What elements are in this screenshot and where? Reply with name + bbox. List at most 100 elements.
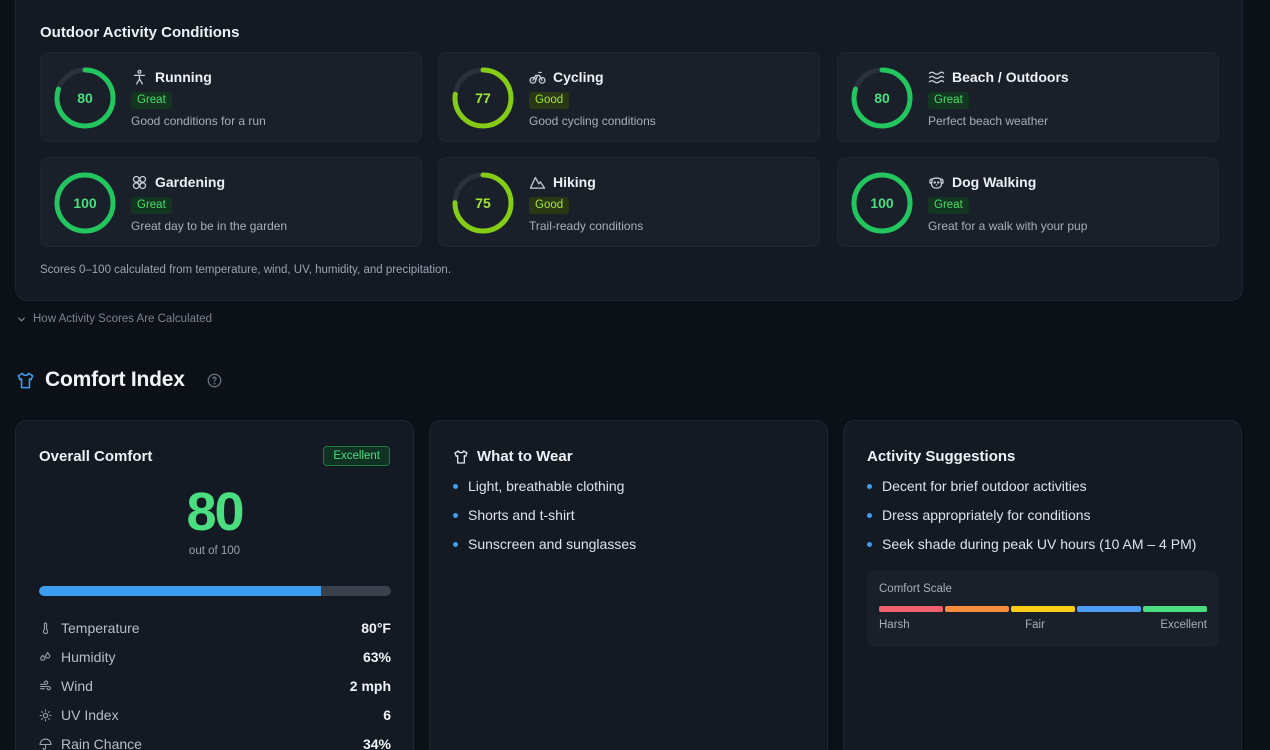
what-to-wear-title: What to Wear (453, 448, 573, 465)
activity-name: Gardening (155, 174, 226, 190)
list-item: Light, breathable clothing (453, 476, 636, 496)
metric-value: 6 (383, 707, 391, 723)
comfort-scale-ticks: Harsh Fair Excellent (879, 619, 1207, 631)
activity-suggestions-title: Activity Suggestions (867, 448, 1016, 465)
activity-desc: Perfect beach weather (928, 114, 1049, 128)
list-item: Decent for brief outdoor activities (867, 476, 1196, 496)
metric-temperature: Temperature 80°F (39, 618, 391, 638)
activity-name: Hiking (553, 174, 596, 190)
score-ring-fill (54, 67, 116, 129)
list-item-text: Light, breathable clothing (468, 478, 625, 494)
sun-icon (39, 709, 52, 721)
comfort-scale-label: Comfort Scale (879, 583, 952, 595)
chevron-down-icon (18, 317, 25, 322)
bullet-dot (453, 483, 458, 489)
umbrella-icon (39, 738, 52, 750)
comfort-scale: Comfort Scale Harsh Fair Excellent (867, 571, 1219, 647)
metric-label: Humidity (61, 649, 116, 665)
activity-footnote: Scores 0–100 calculated from temperature… (40, 264, 452, 276)
bullet-dot (453, 512, 458, 518)
metric-value: 80°F (361, 620, 391, 636)
shirt-icon (454, 449, 468, 464)
activity-desc: Good conditions for a run (131, 114, 266, 128)
list-item-text: Shorts and t-shirt (468, 507, 575, 523)
score-ring (54, 67, 116, 129)
wind-icon (40, 680, 51, 690)
activity-desc: Trail-ready conditions (529, 219, 644, 233)
list-item-text: Decent for brief outdoor activities (882, 478, 1087, 494)
metric-label: Wind (61, 678, 93, 694)
what-to-wear-label: What to Wear (477, 448, 573, 465)
shirt-icon (17, 372, 34, 388)
activity-score: 100 (73, 195, 97, 211)
score-ring (452, 172, 514, 234)
droplets-icon (40, 651, 51, 661)
metric-humidity: Humidity 63% (39, 647, 391, 667)
comfort-title: Comfort Index (45, 368, 185, 391)
comfort-scale-bar (879, 606, 1207, 612)
activity-badge: Good (529, 197, 570, 214)
comfort-progress-fill (39, 586, 321, 596)
list-item: Seek shade during peak UV hours (10 AM –… (867, 534, 1196, 554)
metric-wind: Wind 2 mph (39, 676, 391, 696)
score-ring-fill (851, 67, 913, 129)
bullet-dot (867, 512, 872, 518)
metric-label: UV Index (61, 707, 119, 723)
activity-card-gardening[interactable]: 100 Gardening Great Great day to be in t… (40, 157, 422, 247)
score-ring (54, 172, 116, 234)
activity-badge: Great (131, 92, 172, 109)
activity-score: 100 (870, 195, 894, 211)
mountain-icon (529, 176, 546, 189)
activity-desc: Great for a walk with your pup (928, 219, 1088, 233)
score-ring-fill (851, 172, 913, 234)
list-item-text: Seek shade during peak UV hours (10 AM –… (882, 536, 1197, 552)
activity-card-running[interactable]: 80 Running Great Good conditions for a r… (40, 52, 422, 142)
activity-desc: Good cycling conditions (529, 114, 656, 128)
how-scores-toggle[interactable]: How Activity Scores Are Calculated (17, 313, 212, 325)
score-ring-fill (452, 67, 514, 129)
metric-value: 63% (362, 649, 391, 665)
activity-panel: Outdoor Activity Conditions 80 Running G… (15, 0, 1243, 301)
activity-card-dog-walking[interactable]: 100 Dog Walking Great Great for a walk w… (837, 157, 1219, 247)
score-ring (452, 67, 514, 129)
how-scores-label: How Activity Scores Are Calculated (33, 313, 212, 325)
activity-suggestions-card: Activity Suggestions Decent for brief ou… (843, 420, 1242, 750)
bullet-dot (867, 483, 872, 489)
bicycle-icon (529, 71, 546, 84)
activity-name: Cycling (553, 69, 604, 85)
activity-card-hiking[interactable]: 75 Hiking Good Trail-ready conditions (438, 157, 820, 247)
activity-card-beach[interactable]: 80 Beach / Outdoors Great Perfect beach … (837, 52, 1219, 142)
activity-score: 75 (475, 195, 491, 211)
metric-label: Rain Chance (61, 736, 142, 750)
scale-segment (1077, 606, 1141, 612)
activity-score: 80 (874, 90, 890, 106)
metric-value: 2 mph (349, 678, 391, 694)
status-badge: Excellent (323, 446, 390, 466)
waves-icon (928, 71, 945, 83)
activity-badge: Great (928, 197, 969, 214)
scale-segment (1011, 606, 1075, 612)
activity-suggestions-list: Decent for brief outdoor activities Dres… (867, 476, 1196, 563)
activity-card-cycling[interactable]: 77 Cycling Good Good cycling conditions (438, 52, 820, 142)
comfort-score-caption: out of 100 (188, 545, 241, 557)
activity-score: 77 (475, 90, 491, 106)
overall-comfort-card: Overall Comfort Excellent 80 out of 100 … (15, 420, 414, 750)
scale-tick-excellent: Excellent (1160, 619, 1207, 631)
bullet-dot (867, 541, 872, 547)
list-item-text: Dress appropriately for conditions (882, 507, 1091, 523)
metric-uv-index: UV Index 6 (39, 705, 391, 725)
thermometer-icon (42, 622, 49, 634)
activity-badge: Great (928, 92, 969, 109)
score-ring (851, 172, 913, 234)
metric-rain-chance: Rain Chance 34% (39, 734, 391, 750)
activity-badge: Good (529, 92, 570, 109)
scale-tick-harsh: Harsh (879, 619, 910, 631)
list-item-text: Sunscreen and sunglasses (468, 536, 637, 552)
scale-segment (879, 606, 943, 612)
activity-name: Running (155, 69, 212, 85)
comfort-score: 80 (186, 482, 244, 542)
activity-badge: Great (131, 197, 172, 214)
bullet-dot (453, 541, 458, 547)
list-item: Sunscreen and sunglasses (453, 534, 636, 554)
help-icon[interactable] (207, 373, 222, 388)
